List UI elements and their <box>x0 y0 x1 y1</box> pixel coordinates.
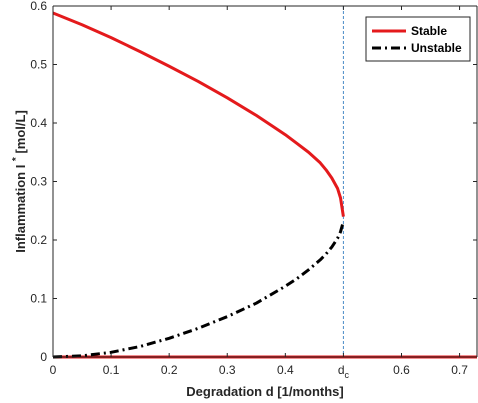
y-axis-label: Inflammation I * [mol/L] <box>11 110 28 253</box>
series-line-unstable <box>52 220 345 359</box>
x-tick-label: 0.4 <box>277 363 294 377</box>
legend: Stable Unstable <box>365 16 471 62</box>
x-tick-label: 0.6 <box>393 363 410 377</box>
x-axis-label: Degradation d [1/months] <box>186 384 343 399</box>
x-tick-label-dc: dc <box>338 363 350 380</box>
legend-label-unstable: Unstable <box>411 41 462 55</box>
legend-label-stable: Stable <box>411 24 447 38</box>
y-tick-label: 0.4 <box>30 116 47 130</box>
x-tick-label: 0.1 <box>103 363 120 377</box>
x-tick-label: 0.3 <box>219 363 236 377</box>
legend-box <box>365 16 471 62</box>
x-tick-label: 0 <box>50 363 57 377</box>
y-tick-label: 0.2 <box>30 233 47 247</box>
y-tick-label: 0.5 <box>30 58 47 72</box>
y-tick-label: 0.1 <box>30 292 47 306</box>
x-tick-label: 0.7 <box>451 363 468 377</box>
y-tick-label: 0.6 <box>30 0 47 13</box>
y-tick-label: 0.3 <box>30 175 47 189</box>
x-tick-label: 0.2 <box>161 363 178 377</box>
axes-layer: 0 0.1 0.2 0.3 0.4 dc 0.6 0.7 0 0.1 0.2 0.3 0.4 0.5 0.6… <box>11 0 478 399</box>
y-tick-label: 0 <box>40 350 47 364</box>
series-line-stable <box>52 11 345 217</box>
